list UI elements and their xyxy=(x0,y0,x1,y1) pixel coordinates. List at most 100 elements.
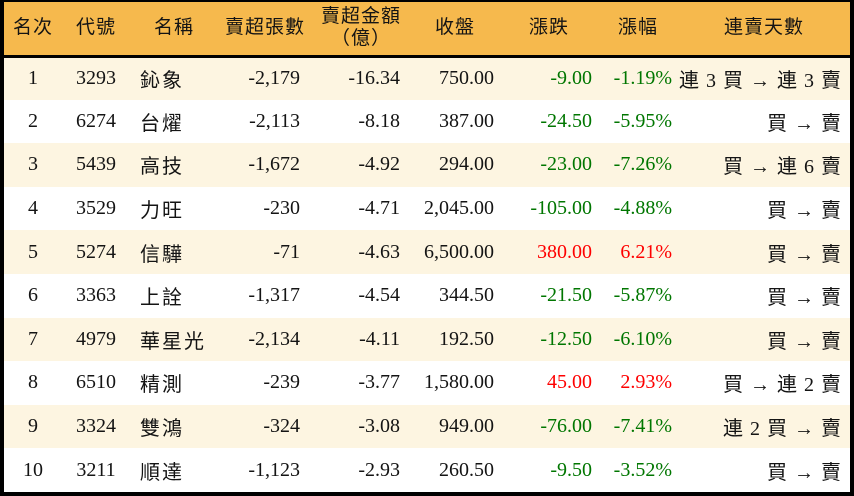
column-header-code: 代號 xyxy=(62,2,130,58)
cell-close: 949.00 xyxy=(439,415,494,438)
cell-change_pct: -5.87% xyxy=(613,284,672,307)
cell-rank: 5 xyxy=(28,240,38,263)
column-header-name: 名稱 xyxy=(130,2,218,58)
column-header-sell_amount: 賣超金額 （億） xyxy=(312,2,410,58)
table-row: 4 3529 力旺 -230 -4.71 2,045.00 -105.00 -4.88% 買 →… xyxy=(4,187,850,231)
table-header: 名次 代號 名稱 賣超張數 賣超金額 （億） 收盤 漲跌 漲幅 連賣天數 xyxy=(4,2,850,58)
cell-code: 3363 xyxy=(76,284,116,307)
column-header-sell_volume: 賣超張數 xyxy=(218,2,312,58)
cell-code: 3211 xyxy=(76,458,116,481)
cell-rank: 1 xyxy=(28,67,38,90)
cell-name: 雙鴻 xyxy=(140,418,184,441)
cell-close: 2,045.00 xyxy=(424,197,494,220)
table-row: 7 4979 華星光 -2,134 -4.11 192.50 -12.50 -6.10% 買 →… xyxy=(4,317,850,362)
cell-rank: 2 xyxy=(28,109,38,132)
cell-sell_amount: -16.34 xyxy=(348,67,400,90)
cell-name: 台燿 xyxy=(140,112,184,135)
cell-sell_amount: -4.71 xyxy=(358,197,400,220)
cell-code: 3324 xyxy=(76,415,116,438)
column-header-close: 收盤 xyxy=(410,2,500,58)
cell-change: 45.00 xyxy=(547,371,592,394)
cell-code: 4979 xyxy=(76,327,116,350)
cell-change: -76.00 xyxy=(540,415,592,438)
cell-name: 順達 xyxy=(140,461,184,484)
cell-change_pct: -5.95% xyxy=(613,109,672,132)
cell-streak: 買 → 連 2 賣 xyxy=(723,374,842,397)
cell-change_pct: -7.41% xyxy=(613,415,672,438)
cell-change_pct: 2.93% xyxy=(620,371,672,394)
cell-code: 6510 xyxy=(76,371,116,394)
cell-change: -9.00 xyxy=(550,67,592,90)
cell-rank: 10 xyxy=(23,458,43,481)
table-header-row: 名次 代號 名稱 賣超張數 賣超金額 （億） 收盤 漲跌 漲幅 連賣天數 xyxy=(4,2,850,58)
cell-code: 3293 xyxy=(76,67,116,90)
table-body: 1 3293 鈊象 -2,179 -16.34 750.00 -9.00 -1.19% 連 3 … xyxy=(4,56,850,492)
cell-close: 387.00 xyxy=(439,109,494,132)
cell-sell_amount: -4.11 xyxy=(359,327,400,350)
cell-name: 信驊 xyxy=(140,243,184,266)
cell-code: 5274 xyxy=(76,240,116,263)
cell-code: 5439 xyxy=(76,153,116,176)
cell-change: 380.00 xyxy=(537,240,592,263)
cell-streak: 連 3 買 → 連 3 賣 xyxy=(679,70,842,93)
cell-code: 6274 xyxy=(76,109,116,132)
cell-change_pct: -4.88% xyxy=(613,197,672,220)
cell-change: -9.50 xyxy=(550,458,592,481)
cell-rank: 6 xyxy=(28,284,38,307)
cell-sell_amount: -3.77 xyxy=(358,371,400,394)
table-row: 6 3363 上詮 -1,317 -4.54 344.50 -21.50 -5.87% 買 → … xyxy=(4,274,850,318)
cell-change_pct: -3.52% xyxy=(613,458,672,481)
cell-sell_amount: -4.54 xyxy=(358,284,400,307)
cell-sell_volume: -1,317 xyxy=(248,284,300,307)
cell-rank: 4 xyxy=(28,197,38,220)
cell-sell_volume: -2,134 xyxy=(248,327,300,350)
cell-name: 力旺 xyxy=(140,200,184,223)
table-row: 9 3324 雙鴻 -324 -3.08 949.00 -76.00 -7.41% 連 2 買 … xyxy=(4,404,850,449)
cell-change_pct: -1.19% xyxy=(613,67,672,90)
cell-close: 344.50 xyxy=(439,284,494,307)
column-header-streak: 連賣天數 xyxy=(678,2,850,58)
cell-close: 260.50 xyxy=(439,458,494,481)
cell-name: 高技 xyxy=(140,156,184,179)
cell-rank: 7 xyxy=(28,327,38,350)
column-header-rank: 名次 xyxy=(4,2,62,58)
cell-close: 1,580.00 xyxy=(424,371,494,394)
cell-streak: 買 → 賣 xyxy=(767,461,842,484)
cell-sell_volume: -1,123 xyxy=(248,458,300,481)
cell-close: 294.00 xyxy=(439,153,494,176)
cell-name: 上詮 xyxy=(140,287,184,310)
cell-change: -21.50 xyxy=(540,284,592,307)
cell-change_pct: -7.26% xyxy=(613,153,672,176)
cell-streak: 連 2 買 → 賣 xyxy=(723,418,842,441)
cell-sell_amount: -8.18 xyxy=(358,109,400,132)
cell-sell_volume: -239 xyxy=(263,371,300,394)
cell-close: 750.00 xyxy=(439,67,494,90)
cell-name: 華星光 xyxy=(140,330,206,353)
cell-sell_amount: -4.63 xyxy=(358,240,400,263)
cell-sell_volume: -324 xyxy=(263,415,300,438)
cell-change: -12.50 xyxy=(540,327,592,350)
cell-streak: 買 → 賣 xyxy=(767,243,842,266)
cell-streak: 買 → 賣 xyxy=(767,200,842,223)
table-row: 8 6510 精測 -239 -3.77 1,580.00 45.00 2.93% 買 → 連 … xyxy=(4,361,850,405)
cell-name: 精測 xyxy=(140,374,184,397)
cell-sell_volume: -2,113 xyxy=(249,109,300,132)
cell-streak: 買 → 賣 xyxy=(767,330,842,353)
table-row: 1 3293 鈊象 -2,179 -16.34 750.00 -9.00 -1.19% 連 3 … xyxy=(4,56,850,100)
cell-close: 6,500.00 xyxy=(424,240,494,263)
cell-sell_volume: -230 xyxy=(263,197,300,220)
cell-change: -24.50 xyxy=(540,109,592,132)
cell-streak: 買 → 賣 xyxy=(767,287,842,310)
cell-change: -23.00 xyxy=(540,153,592,176)
cell-change: -105.00 xyxy=(530,197,592,220)
cell-sell_volume: -1,672 xyxy=(248,153,300,176)
cell-sell_volume: -2,179 xyxy=(248,67,300,90)
table-row: 2 6274 台燿 -2,113 -8.18 387.00 -24.50 -5.95% 買 → … xyxy=(4,100,850,144)
cell-code: 3529 xyxy=(76,197,116,220)
table-row: 5 5274 信驊 -71 -4.63 6,500.00 380.00 6.21% 買 → 賣 xyxy=(4,230,850,274)
cell-sell_amount: -2.93 xyxy=(358,458,400,481)
net-sell-ranking-table: 名次 代號 名稱 賣超張數 賣超金額 （億） 收盤 漲跌 漲幅 連賣天數 1 3293 鈊象 -2,1… xyxy=(4,2,850,492)
cell-sell_volume: -71 xyxy=(273,240,300,263)
table-row: 3 5439 高技 -1,672 -4.92 294.00 -23.00 -7.26% 買 → … xyxy=(4,143,850,187)
